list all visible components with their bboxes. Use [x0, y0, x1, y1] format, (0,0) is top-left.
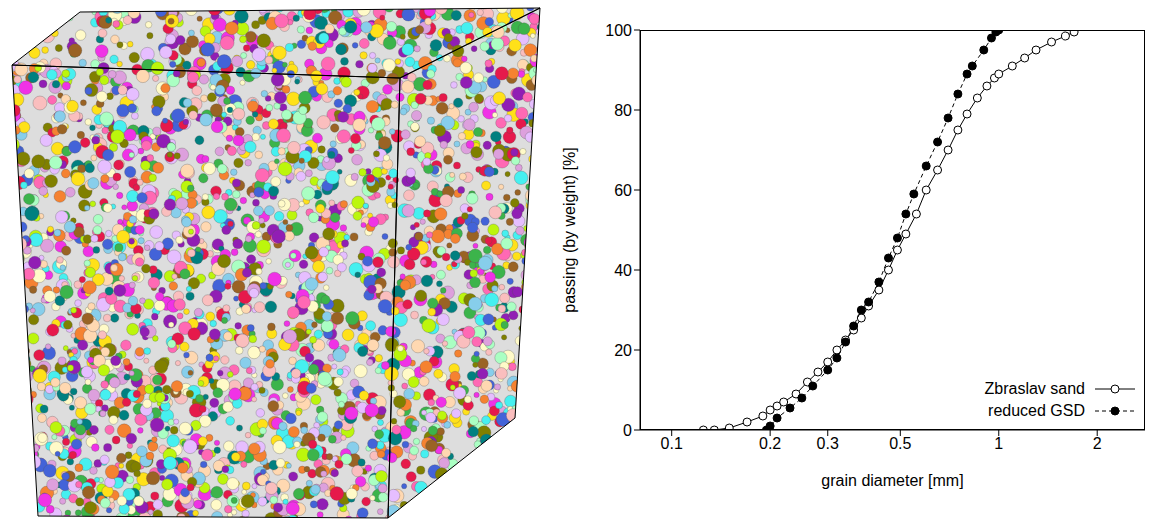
svg-text:80: 80	[614, 102, 632, 119]
svg-text:0.1: 0.1	[661, 435, 683, 452]
svg-text:0.5: 0.5	[889, 435, 911, 452]
svg-text:2: 2	[1093, 435, 1102, 452]
html-text:reduced GSD: reduced GSD	[988, 402, 1085, 419]
svg-text:0.3: 0.3	[817, 435, 839, 452]
svg-text:grain diameter [mm]: grain diameter [mm]	[821, 472, 963, 489]
svg-text:20: 20	[614, 342, 632, 359]
svg-text:40: 40	[614, 262, 632, 279]
svg-text:100: 100	[605, 22, 632, 39]
svg-text:passing (by weight) [%]: passing (by weight) [%]	[561, 147, 578, 312]
svg-text:0: 0	[623, 422, 632, 439]
svg-text:1: 1	[994, 435, 1003, 452]
html-text:Zbraslav sand: Zbraslav sand	[984, 380, 1085, 397]
svg-text:0.2: 0.2	[759, 435, 781, 452]
svg-text:60: 60	[614, 182, 632, 199]
